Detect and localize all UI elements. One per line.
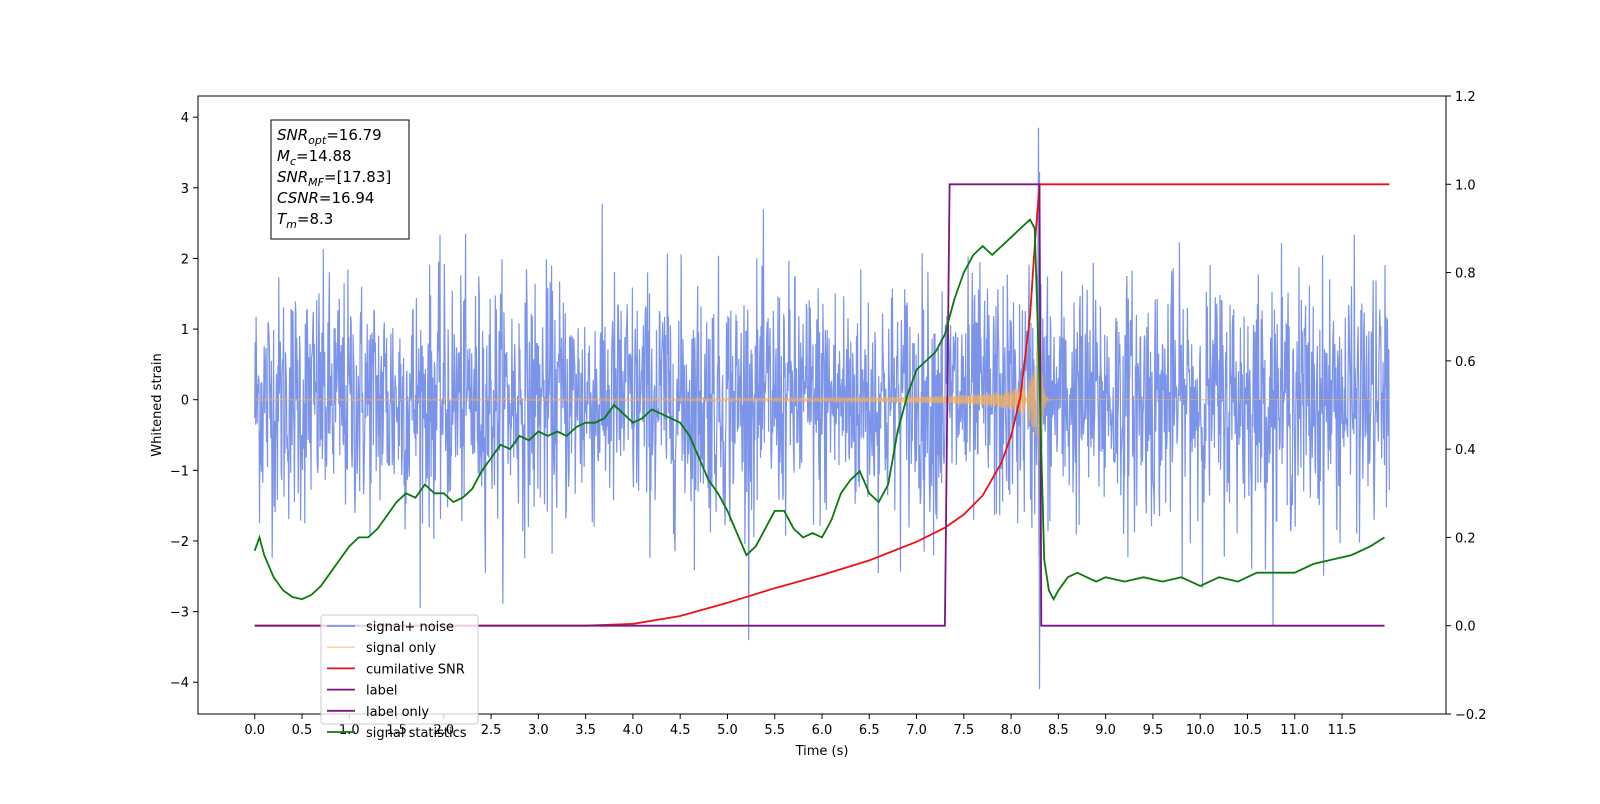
legend-frame: [320, 614, 479, 725]
x-tick-label: 6.5: [859, 723, 880, 738]
legend-item: label only: [327, 705, 429, 720]
y-left-tick-label: −3: [170, 606, 189, 621]
series-cumilative-snr: [254, 183, 1390, 627]
x-tick-label: 1.0: [339, 723, 360, 738]
x-tick-label: 9.0: [1095, 723, 1116, 738]
legend-label: signal+ noise: [366, 620, 454, 635]
y-right-tick-label: 0.0: [1455, 620, 1476, 635]
legend-label: cumilative SNR: [366, 662, 465, 677]
x-tick-label: 8.0: [1001, 723, 1022, 738]
x-axis-title: Time (s): [795, 744, 849, 759]
x-tick-label: 5.5: [764, 723, 785, 738]
y-axis-right: −0.2 0.0 0.2 0.4 0.6 0.8 1.0 1.2: [1446, 90, 1487, 723]
x-axis: 0.0 0.5 1.0 1.5 2.0 2.5 3.0 3.5 4.0 4.5 5.0 5.5 6.0 6…: [244, 714, 1356, 738]
y-axis-title: Whitened strain: [150, 353, 165, 456]
series-signal-statistics: [253, 218, 1385, 602]
x-tick-label: 2.0: [433, 723, 454, 738]
y-right-tick-label: 0.6: [1455, 355, 1476, 370]
legend: signal+ noise signal only cumilative SNR la…: [320, 614, 479, 741]
y-left-tick-label: 0: [181, 394, 189, 409]
y-left-tick-label: 2: [181, 252, 189, 267]
y-right-tick-label: 1.2: [1455, 90, 1476, 105]
y-left-tick-label: 3: [181, 182, 189, 197]
x-tick-label: 2.5: [481, 723, 502, 738]
legend-item: signal statistics: [327, 726, 467, 741]
x-tick-label: 10.0: [1186, 723, 1215, 738]
legend-item: label: [327, 684, 397, 699]
annotation-box: SNRopt=16.79Mc=14.88SNRMF=[17.83]CSNR=16…: [270, 119, 410, 240]
x-tick-label: 11.0: [1280, 723, 1309, 738]
legend-label: signal statistics: [366, 726, 467, 741]
x-tick-label: 7.0: [906, 723, 927, 738]
x-tick-label: 9.5: [1143, 723, 1164, 738]
x-tick-label: 3.5: [575, 723, 596, 738]
y-axis-left: −4 −3 −2 −1 0 1 2 3 4: [170, 111, 198, 691]
annotation-line: SNRMF=[17.83]: [277, 168, 391, 189]
x-tick-label: 8.5: [1048, 723, 1069, 738]
legend-item: signal only: [327, 641, 436, 656]
legend-label: label: [366, 684, 397, 699]
x-tick-label: 11.5: [1328, 723, 1357, 738]
x-tick-label: 5.0: [717, 723, 738, 738]
legend-item: signal+ noise: [327, 620, 454, 635]
annotation-line: Mc=14.88: [277, 147, 352, 168]
y-right-tick-label: 0.4: [1455, 443, 1476, 458]
legend-label: label only: [366, 705, 429, 720]
y-right-tick-label: 0.8: [1455, 267, 1476, 282]
x-tick-label: 3.0: [528, 723, 549, 738]
x-tick-label: 1.5: [386, 723, 407, 738]
x-tick-label: 6.0: [812, 723, 833, 738]
series-signal-only: [254, 268, 1390, 492]
y-left-tick-label: 4: [181, 111, 189, 126]
y-left-tick-label: −1: [170, 464, 189, 479]
plot-area: [253, 127, 1390, 690]
x-tick-label: 10.5: [1233, 723, 1262, 738]
annotation-frame: [270, 119, 410, 240]
y-right-tick-label: 1.0: [1455, 178, 1476, 193]
x-tick-label: 4.0: [623, 723, 644, 738]
x-tick-label: 0.5: [292, 723, 313, 738]
legend-item: cumilative SNR: [327, 662, 465, 677]
x-tick-label: 0.0: [244, 723, 265, 738]
x-tick-label: 7.5: [953, 723, 974, 738]
legend-label: signal only: [366, 641, 436, 656]
y-right-tick-label: 0.2: [1455, 531, 1476, 546]
y-left-tick-label: −4: [170, 676, 189, 691]
annotation-line: CSNR=16.94: [277, 189, 374, 207]
y-right-tick-label: −0.2: [1455, 708, 1487, 723]
x-tick-label: 4.5: [670, 723, 691, 738]
annotation-line: SNRopt=16.79: [277, 126, 382, 147]
y-left-tick-label: 1: [181, 323, 189, 338]
annotation-line: Tm=8.3: [277, 210, 333, 231]
series-label: [254, 183, 1385, 627]
y-left-tick-label: −2: [170, 535, 189, 550]
